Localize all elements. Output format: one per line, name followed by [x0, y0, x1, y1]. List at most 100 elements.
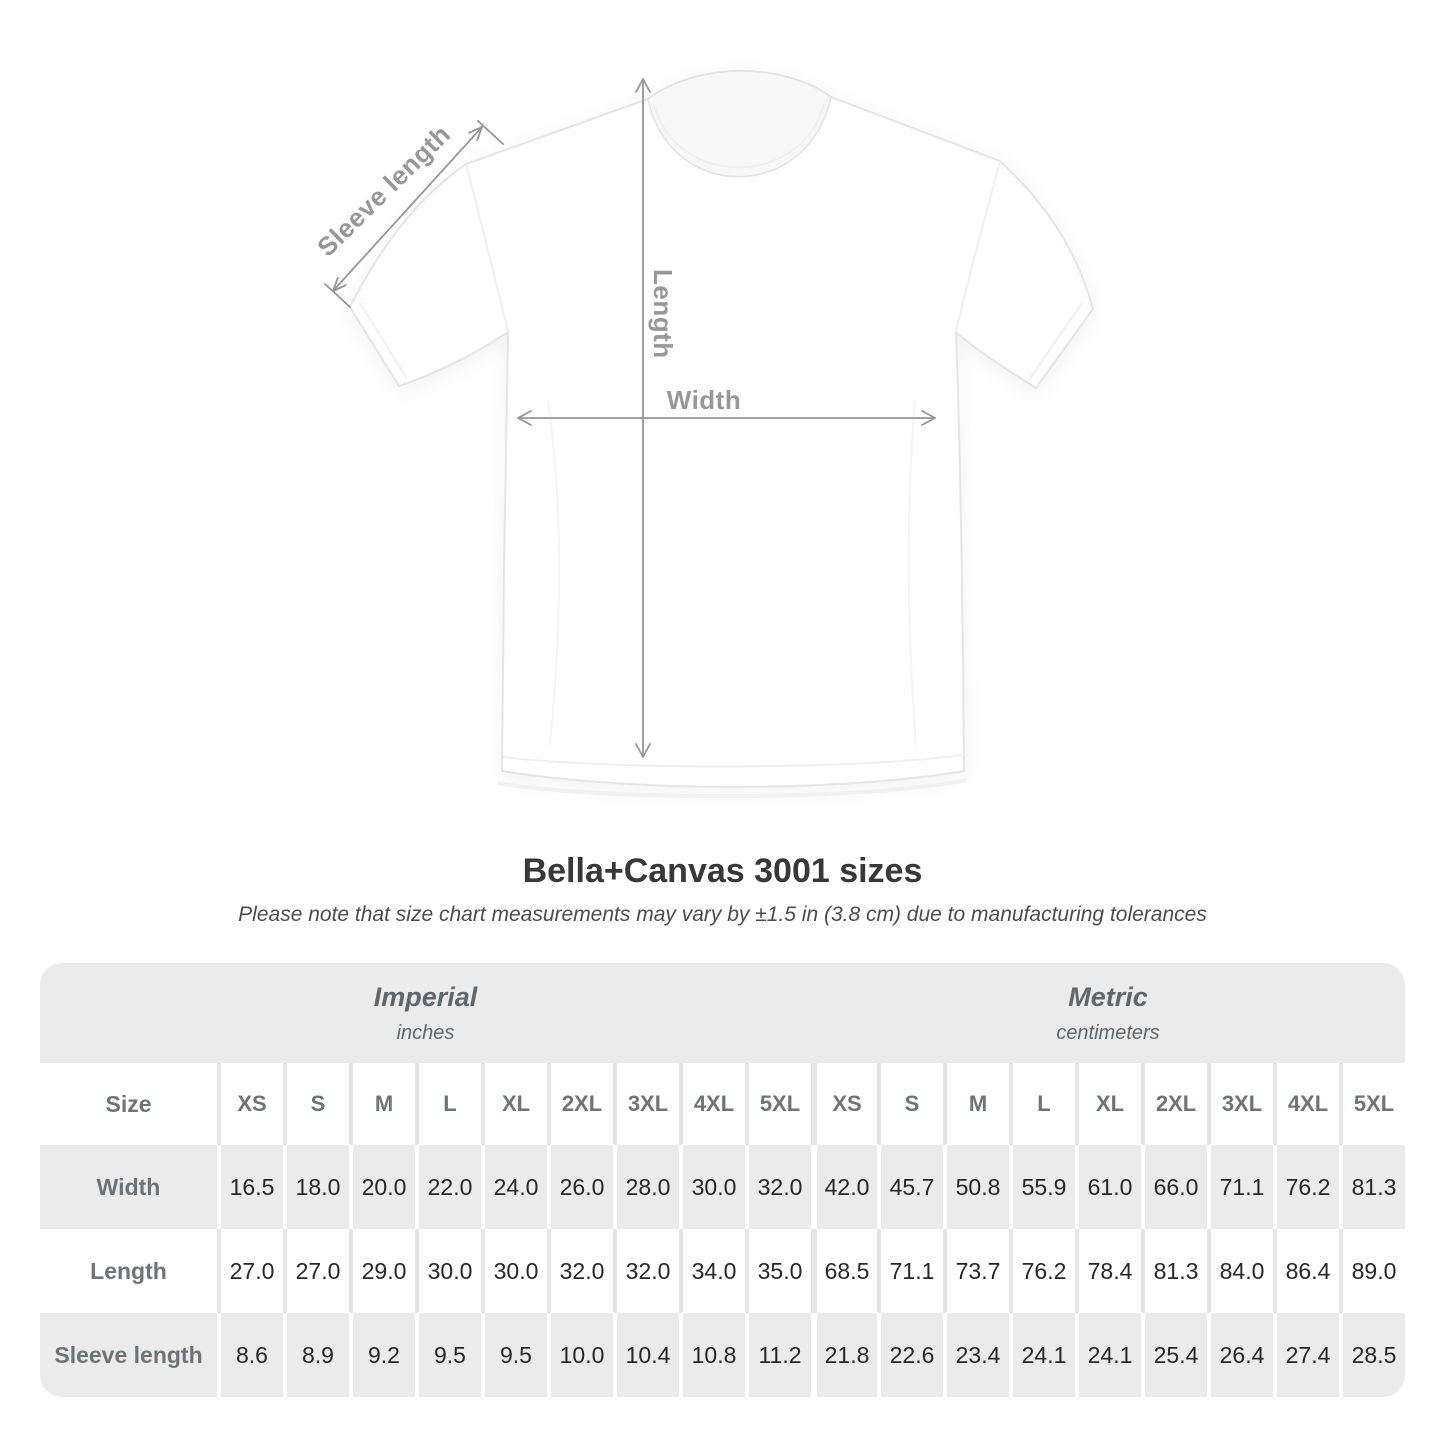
length-metric-cell: 73.7	[943, 1229, 1009, 1313]
tshirt-collar	[647, 70, 832, 178]
width-imperial-cell: 30.0	[679, 1145, 745, 1229]
sleeve-metric-cell: 26.4	[1207, 1313, 1273, 1397]
tshirt-size-diagram: Sleeve length Length Width	[311, 70, 1095, 799]
width-label: Width	[667, 385, 741, 415]
width-metric-cell: 50.8	[943, 1145, 1009, 1229]
width-row: Width 16.5 18.0 20.0 22.0 24.0 26.0 28.0…	[40, 1145, 1405, 1229]
sleeve-metric-cell: 24.1	[1009, 1313, 1075, 1397]
sleeve-metric-cell: 27.4	[1273, 1313, 1339, 1397]
width-imperial-cell: 20.0	[349, 1145, 415, 1229]
size-cell: M	[943, 1063, 1009, 1145]
left-shoulder-seam	[465, 163, 509, 333]
metric-unit: centimeters	[1056, 1021, 1160, 1044]
width-imperial-cell: 24.0	[481, 1145, 547, 1229]
length-metric-cell: 71.1	[877, 1229, 943, 1313]
imperial-label: Imperial	[373, 981, 478, 1012]
width-arrow	[517, 410, 936, 426]
length-imperial-cell: 30.0	[481, 1229, 547, 1313]
row-label-sleeve-length: Sleeve length	[40, 1313, 217, 1397]
body-wrinkle-left	[547, 399, 561, 746]
width-imperial-cell: 26.0	[547, 1145, 613, 1229]
length-row: Length 27.0 27.0 29.0 30.0 30.0 32.0 32.…	[40, 1229, 1405, 1313]
ground-shadow	[497, 778, 967, 799]
length-metric-cell: 76.2	[1009, 1229, 1075, 1313]
row-label-length: Length	[90, 1257, 167, 1284]
sleeve-metric-cell: 22.6	[877, 1313, 943, 1397]
length-metric-cell: 68.5	[811, 1229, 877, 1313]
size-header-row: Size XS S M L XL 2XL 3XL 4XL 5XL XS S M …	[40, 1063, 1405, 1145]
size-cell: S	[877, 1063, 943, 1145]
size-corner-header: Size	[105, 1090, 152, 1117]
length-label: Length	[648, 269, 678, 359]
size-cell: 4XL	[1273, 1063, 1339, 1145]
size-cell: 5XL	[745, 1063, 811, 1145]
sleeve-metric-cell: 28.5	[1339, 1313, 1405, 1397]
sleeve-metric-cell: 24.1	[1075, 1313, 1141, 1397]
width-imperial-cell: 32.0	[745, 1145, 811, 1229]
size-cell: 3XL	[1207, 1063, 1273, 1145]
size-cell: L	[1009, 1063, 1075, 1145]
width-imperial-cell: 18.0	[283, 1145, 349, 1229]
hem-stitch	[502, 754, 962, 768]
left-cuff-fold	[359, 302, 408, 380]
size-cell: 4XL	[679, 1063, 745, 1145]
tshirt-graphic	[348, 70, 1095, 799]
metric-label: Metric	[1068, 981, 1148, 1012]
size-cell: 3XL	[613, 1063, 679, 1145]
size-cell: 5XL	[1339, 1063, 1405, 1145]
right-shoulder-seam	[955, 160, 1001, 333]
imperial-group-header: Imperial inches	[40, 963, 811, 1063]
length-metric-cell: 89.0	[1339, 1229, 1405, 1313]
sleeve-imperial-cell: 11.2	[745, 1313, 811, 1397]
size-cell: XS	[217, 1063, 283, 1145]
size-cell: XS	[811, 1063, 877, 1145]
size-cell: XL	[481, 1063, 547, 1145]
sleeve-imperial-cell: 10.4	[613, 1313, 679, 1397]
right-cuff-fold	[1028, 302, 1083, 381]
collar-seam	[654, 103, 825, 169]
sleeve-metric-cell: 25.4	[1141, 1313, 1207, 1397]
width-imperial-cell: 16.5	[217, 1145, 283, 1229]
body-wrinkle-right	[907, 399, 917, 746]
page-title: Bella+Canvas 3001 sizes	[522, 852, 923, 890]
length-metric-cell: 86.4	[1273, 1229, 1339, 1313]
length-metric-cell: 81.3	[1141, 1229, 1207, 1313]
tshirt-body	[348, 70, 1095, 789]
size-cell: 2XL	[1141, 1063, 1207, 1145]
width-metric-cell: 76.2	[1273, 1145, 1339, 1229]
size-cell: XL	[1075, 1063, 1141, 1145]
length-imperial-cell: 29.0	[349, 1229, 415, 1313]
width-metric-cell: 61.0	[1075, 1145, 1141, 1229]
width-imperial-cell: 28.0	[613, 1145, 679, 1229]
sleeve-imperial-cell: 8.9	[283, 1313, 349, 1397]
sleeve-imperial-cell: 10.0	[547, 1313, 613, 1397]
sleeve-metric-cell: 21.8	[811, 1313, 877, 1397]
sleeve-metric-cell: 23.4	[943, 1313, 1009, 1397]
width-metric-cell: 81.3	[1339, 1145, 1405, 1229]
length-imperial-cell: 35.0	[745, 1229, 811, 1313]
sleeve-imperial-cell: 9.2	[349, 1313, 415, 1397]
size-cell: L	[415, 1063, 481, 1145]
size-chart-table: Imperial inches Metric centimeters Size …	[40, 963, 1405, 1397]
length-metric-cell: 78.4	[1075, 1229, 1141, 1313]
width-metric-cell: 55.9	[1009, 1145, 1075, 1229]
width-metric-cell: 42.0	[811, 1145, 877, 1229]
length-imperial-cell: 30.0	[415, 1229, 481, 1313]
length-metric-cell: 84.0	[1207, 1229, 1273, 1313]
width-imperial-cell: 22.0	[415, 1145, 481, 1229]
length-imperial-cell: 32.0	[613, 1229, 679, 1313]
sleeve-imperial-cell: 9.5	[481, 1313, 547, 1397]
sleeve-length-row: Sleeve length 8.6 8.9 9.2 9.5 9.5 10.0 1…	[40, 1313, 1405, 1397]
tolerance-note: Please note that size chart measurements…	[238, 903, 1207, 926]
size-cell: 2XL	[547, 1063, 613, 1145]
metric-group-header: Metric centimeters	[811, 963, 1405, 1063]
size-cell: M	[349, 1063, 415, 1145]
sleeve-length-arrow	[324, 120, 504, 308]
length-imperial-cell: 27.0	[283, 1229, 349, 1313]
size-cell: S	[283, 1063, 349, 1145]
unit-group-header-row: Imperial inches Metric centimeters	[40, 963, 1405, 1063]
width-metric-cell: 66.0	[1141, 1145, 1207, 1229]
row-label-width: Width	[40, 1145, 217, 1229]
sleeve-imperial-cell: 8.6	[217, 1313, 283, 1397]
imperial-unit: inches	[396, 1021, 455, 1044]
